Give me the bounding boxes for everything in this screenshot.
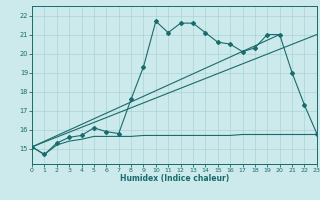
X-axis label: Humidex (Indice chaleur): Humidex (Indice chaleur) [120, 174, 229, 183]
